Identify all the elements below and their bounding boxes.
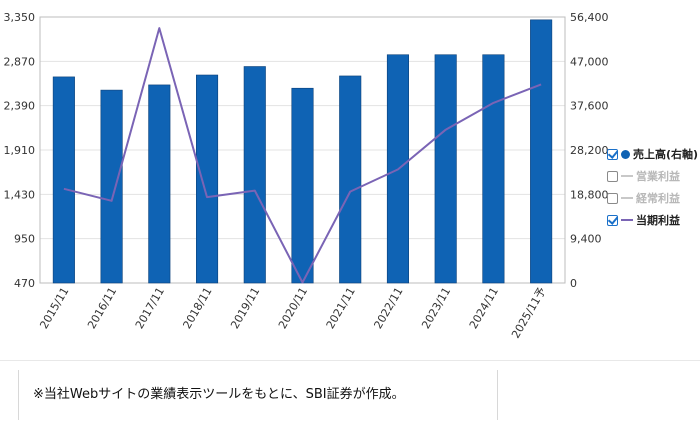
x-axis-tick-label: 2016/11 [85,285,119,331]
legend-checkbox-net-income[interactable] [607,214,618,226]
right-axis-tick-label: 56,400 [570,11,609,24]
bar-sales [291,87,314,284]
legend-label-net-income: 当期利益 [636,214,680,227]
right-axis-tick-label: 18,800 [570,188,609,201]
right-axis-tick-label: 0 [570,277,577,290]
chart-area: 3,350 56,400 2,870 47,000 2,390 37,600 1,910 28… [4,11,609,341]
bar-sales [52,76,75,284]
left-axis-tick-label: 2,390 [4,100,36,113]
legend-checkbox-operating-profit[interactable] [607,170,618,182]
legend-item-operating-profit[interactable]: 営業利益 [607,165,700,187]
x-axis-tick-label: 2015/11 [37,285,71,331]
left-axis-tick-label: 1,430 [4,188,36,201]
x-axis-tick-label: 2022/11 [371,285,405,331]
operating-profit-line-icon [621,175,633,177]
x-axis-tick-label: 2019/11 [228,285,262,331]
bar-sales [243,66,266,284]
source-note: ※当社Webサイトの業績表示ツールをもとに、SBI証券が作成。 [33,387,405,402]
bar-line-chart: 3,350 56,400 2,870 47,000 2,390 37,600 1,910 28… [4,11,609,341]
bar-sales [100,89,123,284]
legend-item-sales[interactable]: 売上高(右軸) [607,143,700,165]
x-axis-tick-label: 2018/11 [181,285,215,331]
x-axis-tick-label: 2023/11 [419,285,453,331]
legend-label-ordinary-profit: 経常利益 [636,192,680,205]
bar-sales [434,54,457,284]
source-note-box: ※当社Webサイトの業績表示ツールをもとに、SBI証券が作成。 [18,370,498,420]
net-income-line-icon [621,219,633,221]
chart-legend: 売上高(右軸) 営業利益 経常利益 当期利益 [607,143,700,231]
left-axis-tick-label: 1,910 [4,144,36,157]
x-axis-tick-label: 2025/11予 [509,285,549,341]
legend-checkbox-sales[interactable] [607,148,618,160]
legend-label-sales: 売上高(右軸) [633,148,699,161]
bar-sales [482,54,505,284]
divider [0,360,700,361]
x-axis-tick-label: 2017/11 [133,285,167,331]
right-axis-tick-label: 9,400 [570,233,602,246]
right-axis-tick-label: 37,600 [570,100,609,113]
bar-sales [196,74,219,284]
left-axis-tick-label: 950 [14,233,35,246]
legend-item-ordinary-profit[interactable]: 経常利益 [607,187,700,209]
x-axis-tick-label: 2020/11 [276,285,310,331]
sales-series-dot-icon [621,149,630,159]
right-axis-tick-label: 28,200 [570,144,609,157]
bar-sales [148,84,171,284]
x-axis-tick-label: 2021/11 [324,285,358,331]
right-axis-tick-label: 47,000 [570,55,609,68]
bar-sales [530,19,553,284]
left-axis-tick-label: 470 [14,277,35,290]
left-axis-tick-label: 3,350 [4,11,36,24]
bar-sales [339,75,362,284]
left-axis-tick-label: 2,870 [4,55,36,68]
legend-checkbox-ordinary-profit[interactable] [607,192,618,204]
x-axis-tick-label: 2024/11 [467,285,501,331]
ordinary-profit-line-icon [621,197,633,199]
legend-label-operating-profit: 営業利益 [636,170,680,183]
legend-item-net-income[interactable]: 当期利益 [607,209,700,231]
line-net-income [63,27,542,284]
